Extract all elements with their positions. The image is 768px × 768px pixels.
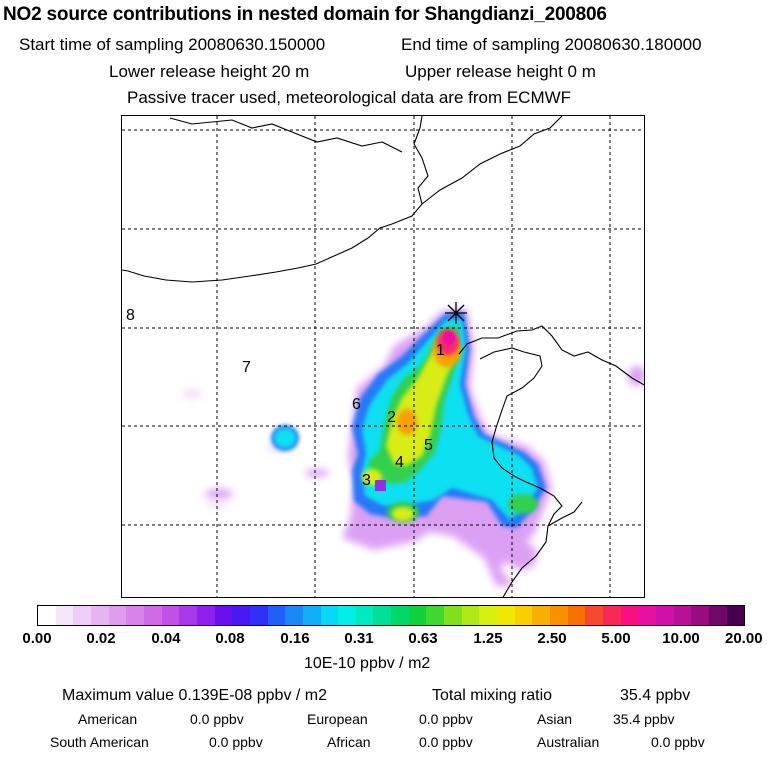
region-value: 0.0 ppbv	[419, 711, 473, 727]
colorbar-tick-label: 1.25	[473, 630, 503, 647]
colorbar-swatch	[567, 606, 586, 625]
station-marker	[445, 302, 467, 324]
colorbar-swatch	[550, 606, 568, 625]
total-mixing-ratio-label: Total mixing ratio	[432, 687, 553, 704]
colorbar-swatch	[285, 606, 303, 625]
colorbar-swatch	[90, 606, 109, 625]
colorbar-swatch	[196, 606, 215, 625]
region-label: 8	[126, 307, 135, 324]
map-title: NO2 source contributions in nested domai…	[3, 4, 607, 25]
colorbar-swatch	[108, 606, 127, 625]
colorbar-swatch	[391, 606, 409, 625]
colorbar-swatch	[426, 606, 445, 625]
colorbar-swatch	[355, 606, 374, 625]
colorbar-swatch	[691, 606, 709, 625]
colorbar-swatch	[620, 606, 639, 625]
colorbar-unit: 10E-10 ppbv / m2	[304, 655, 431, 672]
colorbar-swatch	[55, 606, 74, 625]
colorbar-swatch	[267, 606, 286, 625]
colorbar-swatch	[143, 606, 162, 625]
colorbar-tick-label: 0.04	[151, 630, 181, 647]
region-value: 0.0 ppbv	[209, 734, 263, 750]
colorbar-swatch	[497, 606, 515, 625]
map-canvas	[122, 116, 644, 597]
colorbar-tick-label: 0.16	[280, 630, 310, 647]
region-value: 0.0 ppbv	[651, 734, 705, 750]
region-name: African	[327, 734, 371, 750]
region-name: Australian	[537, 734, 600, 750]
upper-release-height-label: Upper release height 0 m	[405, 62, 596, 81]
colorbar-swatch	[179, 606, 197, 625]
region-name: European	[307, 711, 368, 727]
colorbar-swatch	[249, 606, 268, 625]
colorbar-swatch	[73, 606, 91, 625]
total-mixing-ratio-value: 35.4 ppbv	[620, 687, 691, 704]
region-name: American	[78, 711, 138, 727]
colorbar-swatch	[708, 606, 727, 625]
colorbar-swatch	[408, 606, 427, 625]
lower-release-height-label: Lower release height 20 m	[109, 62, 310, 81]
region-name: South American	[50, 734, 149, 750]
region-value: 0.0 ppbv	[419, 734, 473, 750]
colorbar-tick-label: 10.00	[662, 630, 700, 647]
colorbar-swatch	[532, 606, 551, 625]
region-value: 35.4 ppbv	[613, 711, 675, 727]
colorbar-swatch	[126, 606, 144, 625]
colorbar-swatch	[214, 606, 233, 625]
colorbar-swatch	[373, 606, 392, 625]
colorbar-swatch	[302, 606, 321, 625]
colorbar-swatch	[479, 606, 498, 625]
region-label: 6	[352, 396, 361, 413]
colorbar-tick-label: 2.50	[537, 630, 567, 647]
region-label: 1	[436, 342, 445, 359]
region-name: Asian	[537, 711, 573, 727]
colorbar-swatch	[338, 606, 356, 625]
region-label: 2	[387, 409, 396, 426]
region-label: 4	[395, 454, 404, 471]
colorbar-swatch	[320, 606, 339, 625]
colorbar-swatch	[161, 606, 180, 625]
colorbar-tick-label: 0.08	[215, 630, 245, 647]
map-panel: 1 2 3 4 5 6 7 8	[121, 115, 645, 598]
colorbar-tick-label: 0.63	[408, 630, 438, 647]
colorbar-swatch	[585, 606, 603, 625]
colorbar-swatch	[655, 606, 674, 625]
colorbar-swatch	[444, 606, 462, 625]
colorbar-swatch	[673, 606, 692, 625]
region-value: 0.0 ppbv	[190, 711, 244, 727]
end-time-label: End time of sampling 20080630.180000	[401, 35, 702, 54]
colorbar-tick-label: 0.31	[344, 630, 374, 647]
region-label: 7	[242, 359, 251, 376]
colorbar-tick-label: 0.02	[86, 630, 116, 647]
region-label: 3	[362, 472, 371, 489]
colorbar-swatch	[38, 606, 56, 625]
colorbar-tick-label: 20.00	[725, 630, 763, 647]
grid-lines	[122, 116, 644, 597]
colorbar-tick-label: 0.00	[22, 630, 52, 647]
concentration-field	[182, 309, 644, 586]
colorbar-swatch	[514, 606, 533, 625]
meteorology-note: Passive tracer used, meteorological data…	[127, 88, 572, 107]
colorbar-tick-label: 5.00	[601, 630, 631, 647]
colorbar-swatch	[461, 606, 480, 625]
colorbar-swatch	[232, 606, 250, 625]
region-label: 5	[424, 437, 433, 454]
maximum-value-label: Maximum value 0.139E-08 ppbv / m2	[62, 687, 328, 704]
start-time-label: Start time of sampling 20080630.150000	[19, 35, 326, 54]
colorbar	[37, 605, 745, 626]
colorbar-swatch	[638, 606, 656, 625]
colorbar-swatch	[726, 606, 745, 625]
colorbar-swatch	[603, 606, 621, 625]
